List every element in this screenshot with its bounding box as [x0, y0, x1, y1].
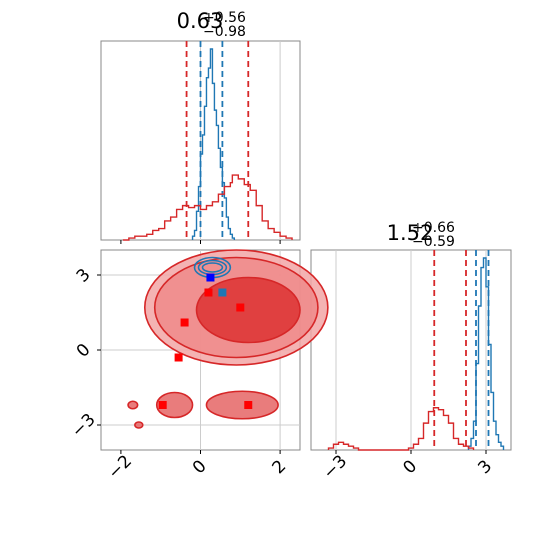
marginal-y-title-lower: −0.59 — [412, 234, 455, 250]
marginal-x-title-lower: −0.98 — [203, 24, 246, 40]
joint-xtick-label: 0 — [189, 456, 211, 478]
joint-marker — [206, 273, 215, 282]
joint-marker — [236, 303, 245, 312]
joint-marker — [244, 401, 253, 409]
marginal-x-title-value: 0.63 — [177, 9, 224, 33]
joint-marks — [101, 249, 329, 450]
joint-red-contour — [134, 421, 144, 429]
marginal-y-x-ticks: −3 0 3 — [319, 450, 496, 483]
joint-xtick-label: −2 — [104, 451, 136, 483]
marginal-y-title-value: 1.52 — [387, 221, 434, 245]
joint-red-contour — [195, 276, 301, 344]
marginal-x-marks — [120, 41, 293, 244]
joint-marker — [180, 318, 189, 327]
marginal-x-title-upper: +0.56 — [203, 10, 246, 26]
marginal-y-xtick-label: 3 — [474, 456, 496, 478]
marginal-x-title: 0.63 — [177, 9, 224, 33]
marginal-y-xtick-label: 0 — [399, 456, 421, 478]
marginal-y-title: 1.52 — [387, 221, 434, 245]
joint-marker — [204, 288, 213, 297]
marginal-y-marks — [327, 250, 505, 451]
joint-red-contour — [155, 391, 194, 419]
joint-marker — [174, 353, 183, 362]
marginal-y-title-upper: +0.66 — [412, 220, 455, 236]
joint-blue-contour — [201, 262, 224, 273]
marginal-y-xtick-label: −3 — [319, 451, 351, 483]
marginal-y-panel: 1.52 +0.66 −0.59 −3 0 3 — [310, 220, 512, 483]
joint-red-contour — [205, 390, 279, 420]
joint-marker — [218, 288, 227, 297]
marginal-y-histogram-series-2 — [327, 407, 475, 451]
joint-ytick-label: 3 — [73, 265, 95, 287]
marginal-x-histogram-series-1 — [191, 48, 236, 240]
marginal-x-histogram-series-2 — [122, 174, 293, 241]
joint-marker — [158, 401, 167, 409]
joint-red-contour — [127, 400, 139, 410]
joint-panel: −2 0 2 −3 0 3 — [68, 249, 329, 483]
joint-ytick-label: 0 — [73, 340, 95, 362]
marginal-x-panel: 0.63 +0.56 −0.98 — [100, 9, 301, 244]
joint-xtick-label: 2 — [268, 456, 290, 478]
marginal-y-histogram-series-1 — [467, 257, 505, 450]
joint-ytick-label: −3 — [68, 410, 100, 442]
